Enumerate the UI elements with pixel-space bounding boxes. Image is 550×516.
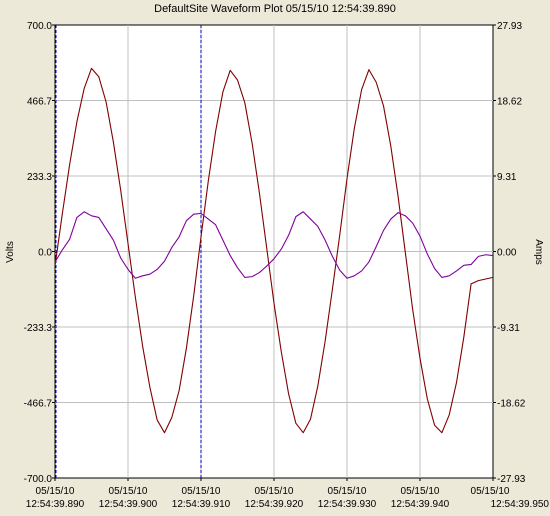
y-tick-label: 233.3 [27, 172, 52, 183]
x-tick-time-label: 12:54:39.920 [245, 499, 304, 510]
y2-tick-label: -18.62 [497, 399, 526, 410]
y2-tick-label: 18.62 [497, 97, 522, 108]
y2-tick-label: -27.93 [497, 474, 526, 485]
x-tick-time-label: 12:54:39.900 [99, 499, 158, 510]
x-tick-date-label: 05/15/10 [401, 486, 440, 497]
y2-tick-label: 27.93 [497, 21, 522, 32]
x-axis-ticks: 05/15/10 12:54:39.890 05/15/10 12:54:39.900… [26, 478, 550, 510]
y2-tick-label: 0.00 [497, 248, 517, 259]
y-tick-label: -700.0 [24, 474, 53, 485]
y2-tick-label: -9.31 [497, 323, 520, 334]
y-axis-ticks: 700.0 466.7 233.3 0.0 -233.3 -466.7 -700.0 [24, 21, 55, 485]
y2-axis-title: Amps [533, 239, 544, 265]
y-tick-label: -233.3 [24, 323, 53, 334]
x-tick-date-label: 05/15/10 [109, 486, 148, 497]
x-tick-date-label: 05/15/10 [328, 486, 367, 497]
voltage-series-line [54, 67, 494, 434]
y-tick-label: 0.0 [38, 248, 52, 259]
chart-title: DefaultSite Waveform Plot 05/15/10 12:54… [154, 3, 396, 15]
x-tick-date-label: 05/15/10 [471, 486, 510, 497]
x-tick-date-label: 05/15/10 [255, 486, 294, 497]
cursor-lines [55, 25, 202, 478]
y-tick-label: -466.7 [24, 399, 53, 410]
y-axis-title: Volts [5, 241, 16, 263]
y-tick-label: 466.7 [27, 97, 52, 108]
x-tick-date-label: 05/15/10 [182, 486, 221, 497]
y2-tick-label: 9.31 [497, 172, 517, 183]
series-layer [54, 67, 494, 434]
x-tick-time-label: 12:54:39.930 [318, 499, 377, 510]
x-tick-date-label: 05/15/10 [36, 486, 75, 497]
current-series-line [54, 211, 494, 279]
x-tick-time-label: 12:54:39.890 [26, 499, 85, 510]
y-tick-label: 700.0 [27, 21, 52, 32]
x-tick-time-label: 12:54:39.940 [391, 499, 450, 510]
x-tick-time-label: 12:54:39.950 [491, 499, 550, 510]
x-tick-time-label: 12:54:39.910 [172, 499, 231, 510]
y2-axis-ticks: 27.93 18.62 9.31 0.00 -9.31 -18.62 -27.93 [493, 21, 526, 485]
